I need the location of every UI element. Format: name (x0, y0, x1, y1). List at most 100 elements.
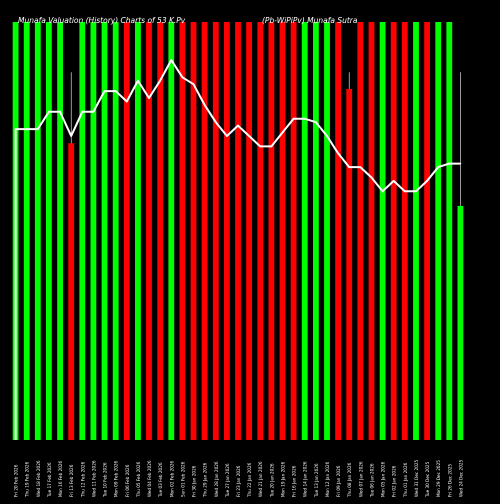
bar-4 (46, 22, 52, 440)
bar-30 (335, 22, 341, 440)
x-tick-label: Thu 01 Jan 2026 (403, 462, 408, 498)
x-tick-label: Thu 05 Feb 2026 (136, 461, 141, 498)
bar-36 (401, 22, 408, 440)
x-tick-label: Tue 17 Feb 2026 (47, 462, 52, 498)
bar-21 (235, 22, 241, 440)
bar-6 (68, 143, 75, 440)
x-tick-label: Mon 19 Jan 2026 (281, 461, 286, 497)
line-point-38 (426, 180, 428, 182)
x-tick-label: Wed 18 Feb 2026 (36, 460, 41, 497)
x-tick-label: Fri 23 Jan 2026 (236, 465, 241, 497)
bar-13 (146, 22, 152, 440)
bar-27 (301, 22, 308, 440)
bar-15 (168, 22, 175, 440)
x-tick-label: Tue 27 Jan 2026 (225, 463, 230, 498)
x-tick-label: Tue 30 Dec 2025 (425, 461, 430, 498)
bar-24 (268, 22, 275, 440)
x-tick-label: Fri 20 Feb 2026 (14, 464, 19, 497)
x-tick-label: Tue 03 Feb 2026 (158, 462, 163, 498)
bars-layer (12, 22, 464, 441)
x-tick-label: Fri 13 Feb 2026 (69, 464, 74, 497)
x-tick-label: Mon 29 Dec 2025 (436, 460, 441, 497)
line-point-25 (281, 131, 284, 134)
bar-39 (435, 22, 442, 440)
x-tick-label: Thu 29 Jan 2026 (203, 462, 208, 498)
x-tick-label: Fri 09 Jan 2026 (336, 465, 341, 497)
x-tick-label: Sun 01 Feb 2026 (180, 461, 185, 497)
x-tick-label: Thu 22 Jan 2026 (247, 462, 252, 498)
line-point-26 (292, 117, 295, 120)
line-point-33 (370, 176, 373, 179)
x-tick-label: Thu 19 Feb 2026 (25, 461, 30, 498)
line-point-15 (170, 59, 173, 61)
line-point-40 (448, 162, 451, 165)
bar-5 (57, 22, 63, 440)
x-tick-label: Wed 14 Jan 2026 (303, 461, 308, 497)
x-tick-label: Thu 08 Jan 2026 (347, 462, 352, 498)
x-tick-label: Mon 16 Feb 2026 (58, 460, 63, 497)
line-point-30 (337, 152, 339, 155)
line-point-17 (192, 83, 195, 85)
x-tick-label: Mon 05 Jan 2026 (381, 461, 386, 497)
line-point-23 (259, 145, 262, 148)
x-tick-label: Tue 13 Jan 2026 (314, 463, 319, 498)
x-tick-label: Fri 26 Dec 2025 (447, 464, 452, 497)
line-point-12 (137, 79, 139, 82)
bar-20 (224, 22, 230, 440)
bar-12 (135, 22, 141, 440)
bar-35 (390, 22, 397, 440)
line-point-24 (270, 145, 273, 148)
line-point-4 (48, 111, 50, 113)
bar-14 (157, 22, 164, 440)
bar-2 (23, 22, 30, 440)
x-tick-labels: Fri 20 Feb 2026 Thu 19 Feb 2026 Wed 18 Feb… (14, 459, 464, 498)
wicks-layer (70, 72, 461, 206)
line-point-16 (181, 76, 184, 79)
bar-25 (279, 22, 286, 440)
line-point-34 (381, 190, 384, 193)
x-tick-label: Wed 24 Dec 2025 (458, 459, 463, 497)
line-point-5 (59, 111, 61, 113)
line-point-6 (70, 135, 72, 137)
bar-18 (201, 22, 208, 440)
bar-31 (346, 88, 353, 441)
line-point-41 (459, 162, 462, 165)
line-point-14 (159, 79, 161, 82)
line-point-7 (81, 111, 84, 113)
x-tick-label: Mon 12 Jan 2026 (325, 461, 330, 497)
line-point-20 (226, 135, 228, 137)
line-point-3 (37, 128, 39, 130)
x-tick-label: Tue 06 Jan 2026 (370, 463, 375, 498)
bar-34 (379, 22, 386, 440)
bar-32 (357, 22, 364, 440)
line-point-2 (25, 128, 28, 130)
x-tick-label: Fri 16 Jan 2026 (292, 465, 297, 497)
line-point-35 (392, 180, 395, 182)
x-tick-label: Mon 09 Feb 2026 (114, 460, 119, 497)
line-point-37 (415, 190, 417, 193)
x-tick-label: Wed 21 Jan 2026 (258, 461, 263, 497)
line-point-31 (348, 166, 351, 168)
line-point-9 (103, 90, 106, 92)
line-point-10 (114, 90, 117, 92)
bar-10 (112, 22, 119, 440)
x-tick-label: Wed 11 Feb 2026 (91, 460, 96, 497)
bar-7 (79, 22, 86, 440)
line-layer (14, 59, 462, 440)
x-tick-label: Fri 02 Jan 2026 (392, 465, 397, 497)
x-tick-label: Tue 10 Feb 2026 (103, 462, 108, 498)
bar-28 (313, 22, 319, 440)
line-point-39 (437, 166, 440, 168)
bar-17 (190, 22, 197, 440)
chart-subtitle: (Pb-WiPiPv) Munafa Sutra (262, 16, 358, 25)
line-point-11 (126, 100, 128, 103)
bar-37 (413, 22, 419, 440)
line-point-28 (315, 121, 317, 123)
x-tick-label: Fri 06 Feb 2026 (125, 464, 130, 497)
line-point-18 (203, 104, 206, 106)
bar-11 (123, 22, 130, 440)
x-tick-label: Wed 31 Dec 2025 (414, 459, 419, 497)
bar-23 (257, 22, 264, 440)
